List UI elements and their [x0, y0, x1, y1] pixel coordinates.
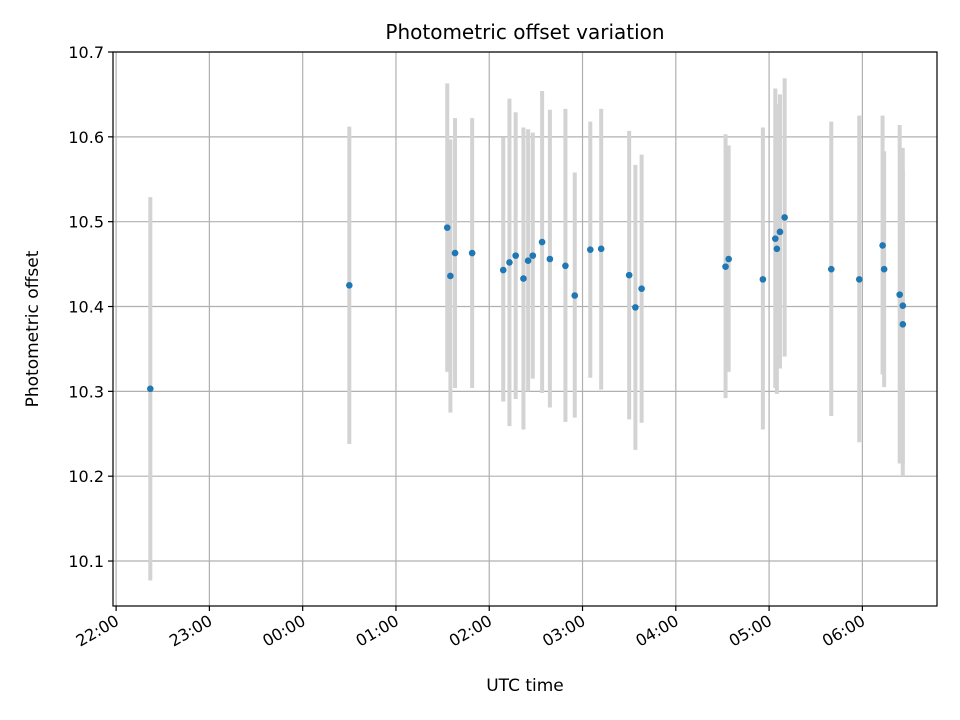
data-points	[147, 214, 907, 393]
data-point	[346, 282, 353, 289]
data-point	[879, 242, 886, 249]
y-tick-label: 10.7	[68, 43, 104, 62]
axis-ticks: 22:00 23:00 00:00 01:00 02:00 03:00 04:00 05:00…	[68, 43, 868, 651]
data-point	[725, 255, 732, 263]
data-point	[855, 276, 863, 283]
data-point	[443, 224, 451, 231]
data-point	[772, 235, 779, 242]
x-axis-title: UTC time	[486, 676, 564, 696]
data-point	[625, 271, 633, 279]
data-point	[524, 257, 532, 265]
x-tick-label: 05:00	[726, 611, 775, 651]
x-tick-label: 02:00	[446, 611, 495, 651]
data-point	[722, 263, 729, 270]
data-point	[776, 228, 784, 236]
data-point	[520, 275, 527, 282]
data-point	[632, 304, 639, 311]
data-point	[586, 246, 594, 253]
y-tick-label: 10.4	[68, 298, 104, 317]
data-point	[899, 302, 907, 309]
data-point	[781, 214, 788, 221]
x-tick-label: 22:00	[73, 611, 122, 651]
data-point	[638, 285, 645, 293]
data-point	[896, 291, 903, 298]
data-point	[147, 385, 154, 393]
data-point	[512, 252, 519, 259]
data-point	[899, 321, 907, 328]
y-tick-label: 10.1	[68, 552, 104, 571]
data-point	[546, 255, 554, 263]
y-tick-label: 10.6	[68, 128, 104, 147]
y-axis-title: Photometric offset	[23, 250, 43, 407]
plot-frame	[112, 51, 938, 607]
data-point	[529, 252, 537, 259]
data-point	[451, 249, 459, 257]
data-point	[571, 292, 579, 299]
data-point	[880, 265, 888, 273]
x-tick-label: 00:00	[259, 611, 308, 651]
y-tick-label: 10.3	[68, 382, 104, 401]
y-tick-label: 10.2	[68, 467, 104, 486]
data-point	[759, 276, 767, 283]
data-point	[499, 266, 507, 274]
data-point	[597, 245, 605, 253]
chart-title: Photometric offset variation	[385, 20, 664, 44]
data-point	[562, 262, 569, 270]
data-point	[468, 249, 476, 257]
x-tick-label: 03:00	[539, 611, 588, 651]
x-tick-label: 23:00	[166, 611, 215, 651]
data-point	[773, 245, 781, 253]
data-point	[506, 259, 513, 266]
x-tick-label: 01:00	[353, 611, 402, 651]
data-point	[538, 238, 546, 246]
data-point	[827, 265, 835, 273]
x-tick-label: 06:00	[819, 611, 868, 651]
error-bars	[148, 78, 905, 581]
y-tick-label: 10.5	[68, 213, 104, 232]
data-point	[447, 272, 454, 280]
x-tick-label: 04:00	[632, 611, 681, 651]
